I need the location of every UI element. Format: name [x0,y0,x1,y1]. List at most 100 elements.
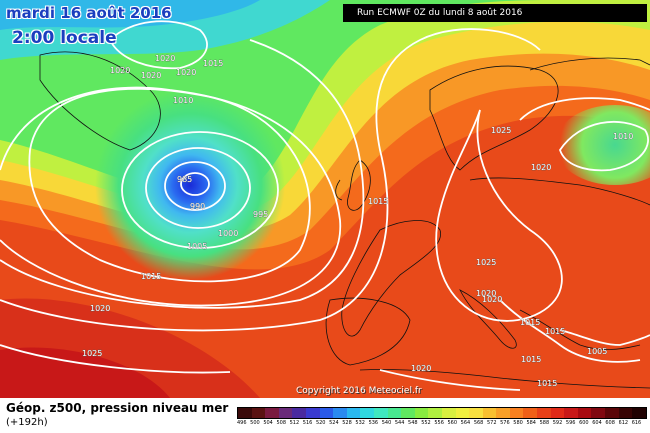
isobar-label: 1020 [482,295,502,304]
colorbar-swatch [251,408,266,418]
colorbar-swatch [564,408,578,418]
isobar-label: 1015 [521,355,541,364]
forecast-time: 2:00 locale [12,28,117,48]
isobar-label: 1000 [218,229,238,238]
isobar-label: 1015 [203,59,223,68]
colorbar-swatch [591,408,606,418]
isobar-985 [180,172,210,196]
colorbar-tick-label: 564 [460,420,471,426]
colorbar-tick-label: 524 [329,420,339,426]
weather-map: 1020 1020 1020 1020 1015 1010 990 995 1000 1005 10… [0,0,650,398]
colorbar-tick-label: 540 [381,420,392,426]
colorbar-tick-label: 504 [263,420,273,426]
isobar-1020-greenland [108,20,208,70]
blue-band [0,0,260,30]
isobars [0,20,650,391]
iberia-coast [325,297,411,366]
colorbar-swatch [346,408,361,418]
forecast-hour: (+192h) [6,417,48,428]
isobar-label: 1005 [587,347,607,356]
isobar-label: 1025 [82,349,102,358]
colorbar-swatch [401,408,415,418]
colorbar-swatch [333,408,347,418]
scandinavia-coast [429,65,559,171]
isobar-label: 1020 [110,66,130,75]
colorbar-tick-label: 512 [289,420,300,426]
isobar-1010-scandinavia [559,120,649,172]
geopotential-field: 1020102010201020101510109909951000100510… [0,0,650,398]
baltic-coast [469,177,650,206]
colorbar-tick-label: 536 [368,420,379,426]
colorbar-swatch [278,408,293,418]
coastlines [39,51,650,389]
colorbar-swatch [319,408,334,418]
colorbar-ticks: 496 500 504 508 512 516 520 524 528 532 536 540 544 5… [237,420,647,428]
colorbar-tick-label: 528 [342,420,352,426]
isobar-label: 1015 [537,379,557,388]
isobar-label: 1020 [141,71,161,80]
isobar-label: 1010 [613,132,633,141]
colorbar-tick-label: 572 [486,420,497,426]
map-title: Géop. z500, pression niveau mer [6,401,229,415]
isobar-1015-north [519,97,650,121]
isobar-label: 1020 [531,163,551,172]
low-pressure-zone [75,90,315,280]
colorbar-swatch [523,408,538,418]
isobar-label: 1020 [90,304,110,313]
isobar-label: 995 [253,210,268,219]
colorbar-tick-label: 544 [394,420,405,426]
ireland-coast [335,179,343,201]
colorbar-tick-label: 616 [631,420,642,426]
isobar-label: 1020 [155,54,175,63]
colorbar-swatch [373,408,388,418]
isobar-1015 [0,39,365,309]
colorbar-tick-label: 532 [355,420,365,426]
british-isles-coast [347,159,371,211]
sw-darkred-band [0,347,170,398]
colorbar-tick-label: 548 [408,420,418,426]
isobar-label: 1025 [476,258,496,267]
colorbar-tick-label: 516 [302,420,313,426]
colorbar-tick-label: 604 [592,420,602,426]
arctic-coast [529,57,650,71]
isobar-1005 [28,87,311,283]
colorbar-swatch [632,408,646,418]
colorbar-swatch [550,408,565,418]
balkans-coast [519,309,641,350]
colorbar-tick-label: 556 [434,420,444,426]
isobar-label: 1020 [411,364,431,373]
isobar-1025-sw [0,344,231,374]
colorbar-swatch [455,408,470,418]
isobar-1010 [0,86,342,307]
isobar-label: 1020 [476,289,496,298]
colorbar-tick-label: 552 [421,420,431,426]
colorbar-tick-label: 600 [579,420,589,426]
colorbar-tick-label: 588 [539,420,550,426]
colorbar-tick-label: 596 [565,420,576,426]
colorbar-swatch [305,408,320,418]
italy-coast [459,289,517,349]
colorbar-swatch [265,408,279,418]
isobar-995 [145,147,251,229]
isobar-label: 990 [190,202,205,211]
forecast-date: mardi 16 août 2016 [6,4,172,22]
isobar-label: 1020 [176,68,196,77]
colorbar-swatch [482,408,497,418]
colorbar-swatch [441,408,456,418]
colorbar-tick-label: 496 [237,420,247,426]
colorbar-swatch [414,408,429,418]
colorbar-tick-label: 592 [552,420,563,426]
isobar-label: 1015 [545,327,565,336]
low-center-label: 985 [177,175,192,184]
colorbar-tick-label: 500 [250,420,260,426]
colorbar-tick-label: 576 [500,420,510,426]
colorbar-tick-label: 560 [447,420,458,426]
isobar-label: 1015 [520,318,540,327]
isobar-label: 1005 [187,242,207,251]
colorbar-swatch [387,408,402,418]
isobar-1020 [0,28,541,332]
isobar-1010-east [559,329,650,346]
colorbar-tick-label: 580 [513,420,523,426]
colorbar-tick-label: 508 [276,420,287,426]
colorbar-swatch [238,408,252,418]
